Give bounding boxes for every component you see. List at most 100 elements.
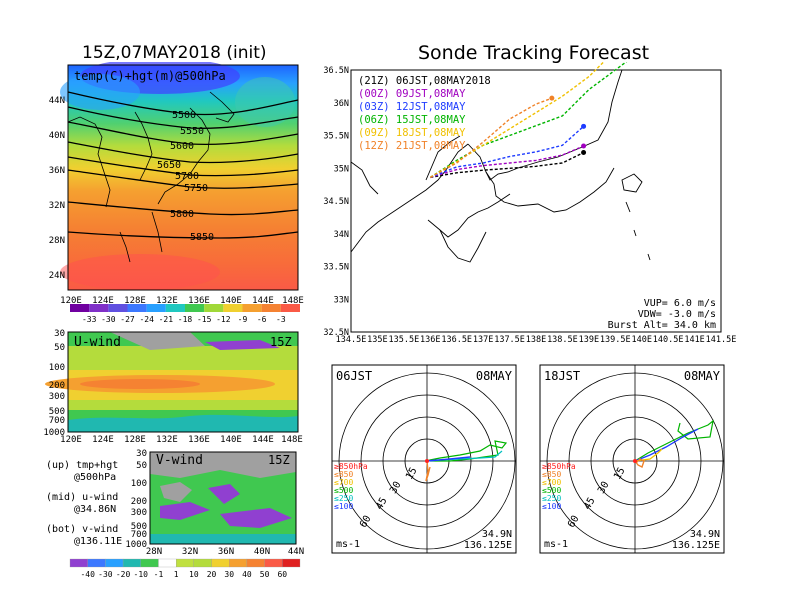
pressure-tick: 30 xyxy=(54,329,65,339)
colorbar-swatch xyxy=(127,304,147,312)
contour-label: 5600 xyxy=(170,141,194,152)
lat-tick: 44N xyxy=(49,96,65,106)
lon-tick: 144E xyxy=(252,296,274,306)
map-lat-tick: 35N xyxy=(334,164,349,174)
contour-label: 5500 xyxy=(172,110,196,121)
sonde-track xyxy=(429,97,553,179)
lon-tick: 148E xyxy=(282,296,304,306)
lat-tick: 32N xyxy=(49,201,65,211)
legend-entry: (09Z) 18JST,08MAY xyxy=(358,127,466,139)
colorbar-label: -1 xyxy=(154,570,164,579)
hodo-lon: 136.125E xyxy=(464,540,512,551)
lat-tick: 40N xyxy=(254,547,270,557)
map-lon-tick: 135.5E xyxy=(388,335,419,345)
hodo-date: 08MAY xyxy=(476,369,513,383)
colorbar-swatch xyxy=(242,304,262,312)
lon-tick: 136E xyxy=(188,296,210,306)
pressure-tick: 100 xyxy=(131,479,147,489)
colorbar-label: -33 xyxy=(82,315,97,324)
map-lat-tick: 35.5N xyxy=(323,132,349,142)
v-wind-panel: V-wind 15Z 30 50 100 200 300 500 700 100… xyxy=(125,449,304,557)
colorbar-swatch xyxy=(87,558,106,568)
hodo-level: ≤250 xyxy=(334,494,353,503)
contour-label: 5650 xyxy=(157,160,181,171)
right-title: Sonde Tracking Forecast xyxy=(418,42,650,64)
map-lon-tick: 135E xyxy=(367,335,387,345)
contour-label: 5850 xyxy=(190,232,214,243)
lon-tick: 132E xyxy=(156,296,178,306)
colorbar-swatch xyxy=(158,558,177,568)
param-burst: Burst Alt= 34.0 km xyxy=(608,320,716,331)
contour-label: 5750 xyxy=(184,183,208,194)
note-line: (up) tmp+hgt xyxy=(46,460,119,471)
map-lat-tick: 33N xyxy=(334,295,349,305)
pressure-tick: 1000 xyxy=(125,540,147,550)
pressure-tick: 500 xyxy=(131,522,147,532)
legend-entry: (12Z) 21JST,08MAY xyxy=(358,140,466,152)
colorbar-swatch xyxy=(176,558,194,568)
hodograph-18jst: 15 30 45 60 18JST 08MAY ms-1 34.9N 136.1… xyxy=(539,364,725,554)
lon-tick: 148E xyxy=(281,435,303,445)
left-title: 15Z,07MAY2018 (init) xyxy=(82,43,267,63)
hodo-level: ≤500 xyxy=(334,486,353,495)
pressure-tick: 300 xyxy=(131,508,147,518)
lon-tick: 124E xyxy=(92,296,114,306)
pressure-tick: 700 xyxy=(49,416,65,426)
note-line: @34.86N xyxy=(74,504,117,515)
ring-label: 15 xyxy=(612,466,628,482)
param-vup: VUP= 6.0 m/s xyxy=(644,298,716,309)
lon-tick: 128E xyxy=(124,435,146,445)
hodo-level: ≤500 xyxy=(542,486,561,495)
map-lat-tick: 36N xyxy=(334,99,349,109)
hodo-time: 06JST xyxy=(336,369,372,383)
hodograph-06jst: 15 30 45 60 06JST 08MAY ms-1 34.9N 136.1… xyxy=(331,364,517,554)
colorbar-swatch xyxy=(146,304,166,312)
colorbar-label: -21 xyxy=(159,315,174,324)
colorbar-swatch xyxy=(261,304,281,312)
legend-entry: (06Z) 15JST,08MAY xyxy=(358,114,466,126)
map-lat-tick: 34N xyxy=(334,230,349,240)
ring-label: 45 xyxy=(374,496,390,512)
map-lon-tick: 141.5E xyxy=(706,335,737,345)
lon-tick: 120E xyxy=(60,435,82,445)
hodo-level: ≤100 xyxy=(334,502,353,511)
hodo-lon: 136.125E xyxy=(672,540,720,551)
map-lon-tick: 139E xyxy=(579,335,599,345)
ring-label: 30 xyxy=(388,480,404,496)
map-lon-tick: 136.5E xyxy=(441,335,472,345)
lat-tick: 36N xyxy=(49,166,65,176)
map-lat-tick: 33.5N xyxy=(323,263,349,273)
hodo-level: ≥850hPa xyxy=(334,462,368,471)
hodo-level: ≤250 xyxy=(542,494,561,503)
colorbar-swatch xyxy=(122,558,141,568)
lat-tick: 28N xyxy=(49,236,65,246)
ring-label: 30 xyxy=(596,480,612,496)
sonde-track xyxy=(430,145,584,179)
track-endpoint xyxy=(581,143,587,149)
ring-label: 60 xyxy=(358,514,374,530)
colorbar-label: 30 xyxy=(224,570,234,579)
pressure-tick: 50 xyxy=(136,461,147,471)
param-vdw: VDW= -3.0 m/s xyxy=(638,309,716,320)
lon-tick: 120E xyxy=(60,296,82,306)
colorbar-label: 10 xyxy=(189,570,199,579)
map-lon-tick: 136E xyxy=(420,335,440,345)
tracking-map: 134.5E 135E 135.5E 136E 136.5E 137E 137.5E 138E… xyxy=(323,62,737,345)
lat-tick: 40N xyxy=(49,131,65,141)
legend-entry: (21Z) 06JST,08MAY2018 xyxy=(358,75,491,87)
upper-panel-label: temp(C)+hgt(m)@500hPa xyxy=(74,69,226,83)
map-lat-tick: 36.5N xyxy=(323,66,349,76)
pressure-tick: 200 xyxy=(49,381,65,391)
note-line: @136.11E xyxy=(74,536,123,547)
lon-tick: 136E xyxy=(188,435,210,445)
upper-map-panel: 5500 5550 5600 5650 5700 5750 5800 5850 … xyxy=(49,62,304,306)
pressure-tick: 500 xyxy=(49,407,65,417)
pressure-tick: 300 xyxy=(49,392,65,402)
colorbar-label: -15 xyxy=(197,315,212,324)
map-lon-tick: 137.5E xyxy=(494,335,525,345)
u-wind-label: U-wind xyxy=(74,335,121,350)
colorbar-label: -27 xyxy=(120,315,135,324)
lon-tick: 144E xyxy=(252,435,274,445)
note-line: (bot) v-wind xyxy=(46,524,119,535)
contour-label: 5700 xyxy=(175,171,199,182)
